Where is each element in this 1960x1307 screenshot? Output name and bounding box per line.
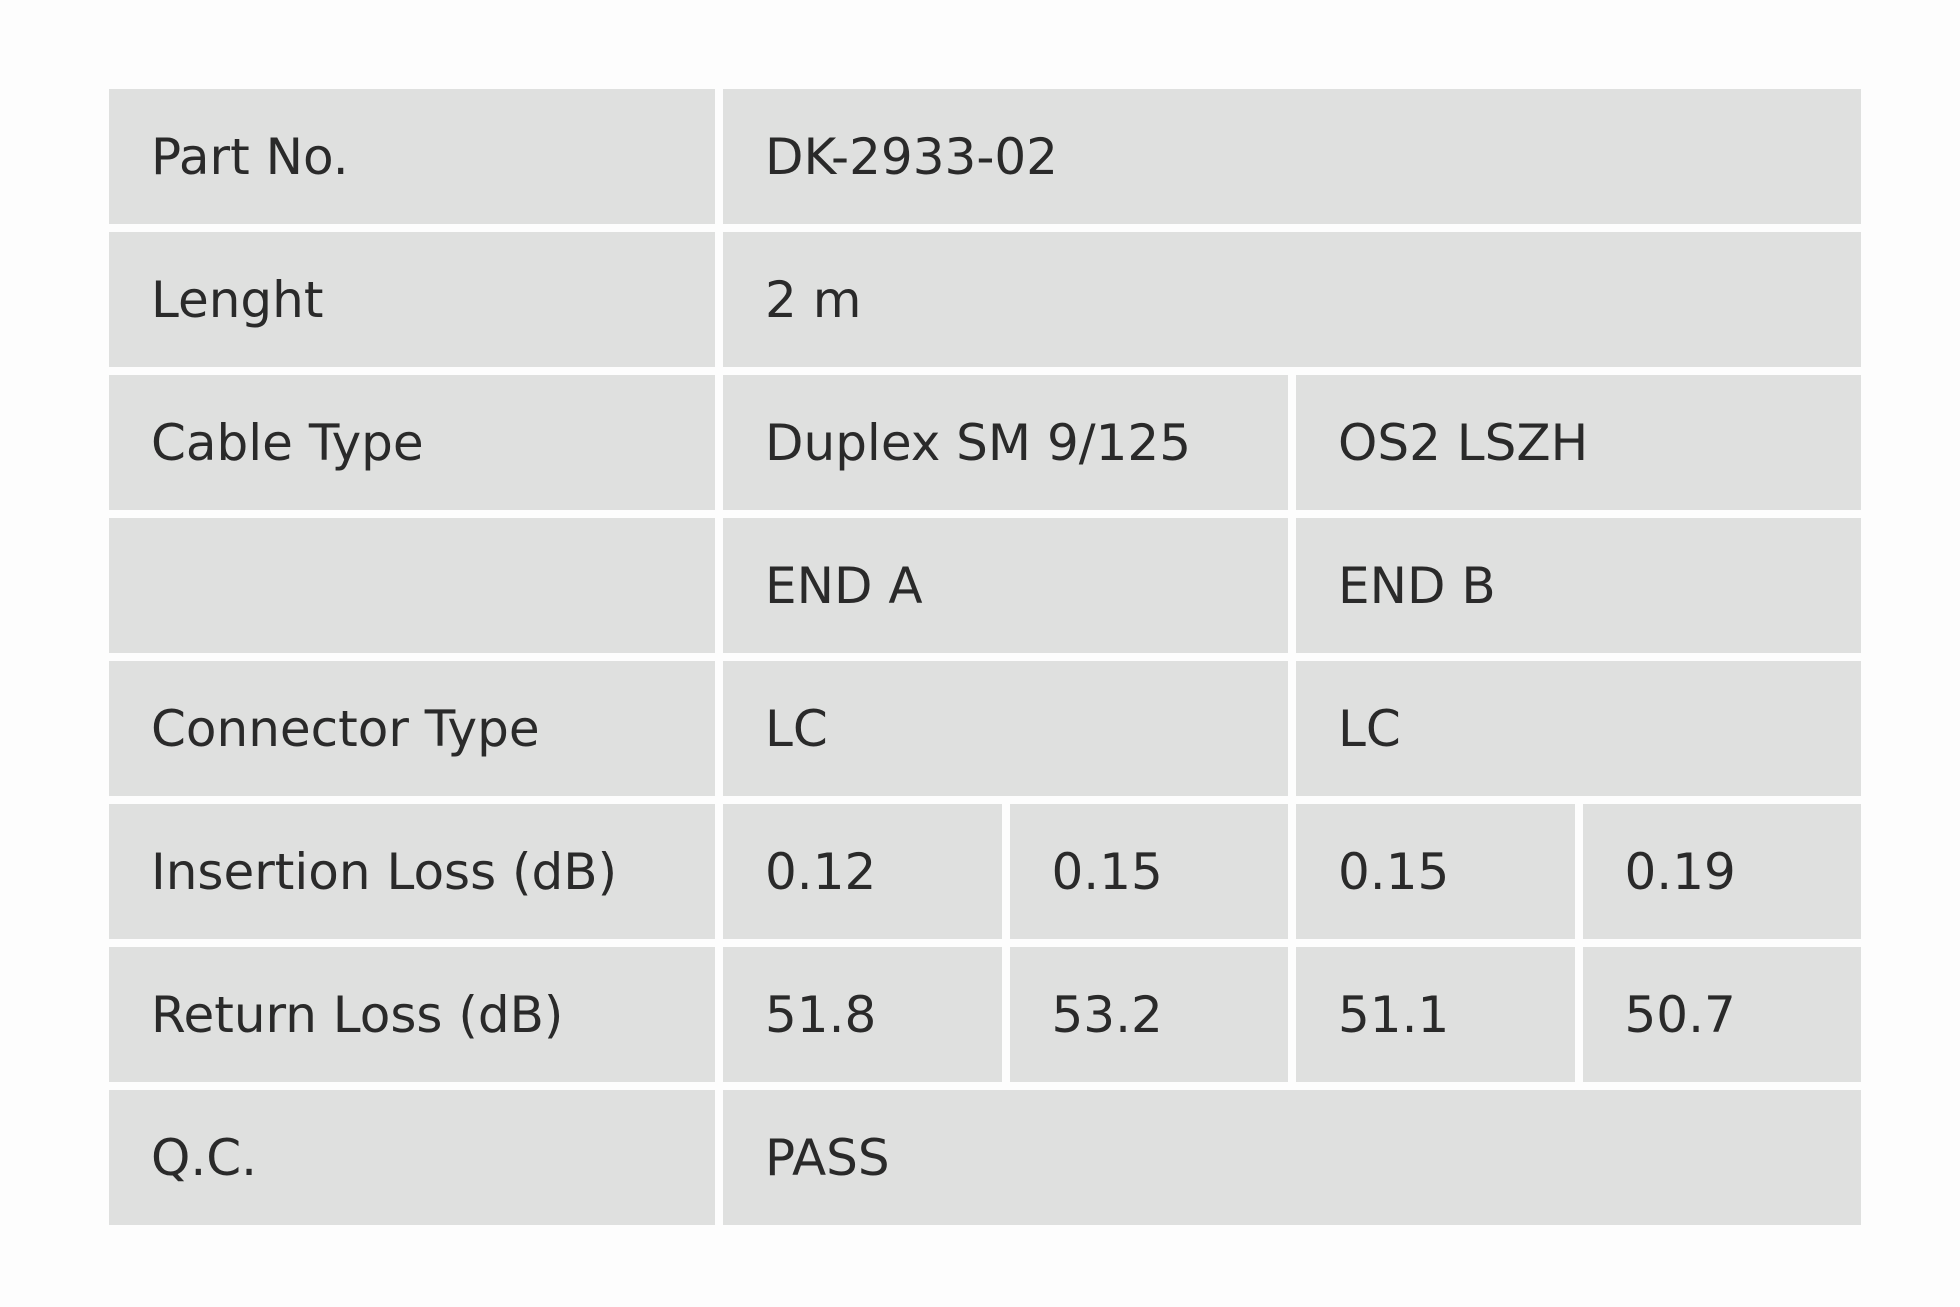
row-value: 0.15 <box>1296 804 1575 939</box>
row-value: LC <box>723 661 1288 796</box>
row-value: 51.8 <box>723 947 1002 1082</box>
row-value: LC <box>1296 661 1861 796</box>
row-value: END B <box>1296 518 1861 653</box>
row-label: Insertion Loss (dB) <box>109 804 715 939</box>
row-value: 50.7 <box>1582 947 1861 1082</box>
row-value: END A <box>723 518 1288 653</box>
row-value: 51.1 <box>1296 947 1575 1082</box>
row-label: Q.C. <box>109 1090 715 1225</box>
row-value: 2 m <box>723 232 1861 367</box>
row-value: 0.12 <box>723 804 1002 939</box>
row-label: Lenght <box>109 232 715 367</box>
row-value: PASS <box>723 1090 1861 1225</box>
row-value: OS2 LSZH <box>1296 375 1861 510</box>
row-label: Return Loss (dB) <box>109 947 715 1082</box>
row-value: DK-2933-02 <box>723 89 1861 224</box>
row-label: Cable Type <box>109 375 715 510</box>
row-label: Connector Type <box>109 661 715 796</box>
row-label: Part No. <box>109 89 715 224</box>
spec-table: Part No. DK-2933-02 Lenght 2 m Cable Type Dup… <box>109 89 1861 1225</box>
row-label <box>109 518 715 653</box>
row-value: Duplex SM 9/125 <box>723 375 1288 510</box>
row-value: 53.2 <box>1009 947 1288 1082</box>
row-value: 0.15 <box>1009 804 1288 939</box>
row-value: 0.19 <box>1582 804 1861 939</box>
